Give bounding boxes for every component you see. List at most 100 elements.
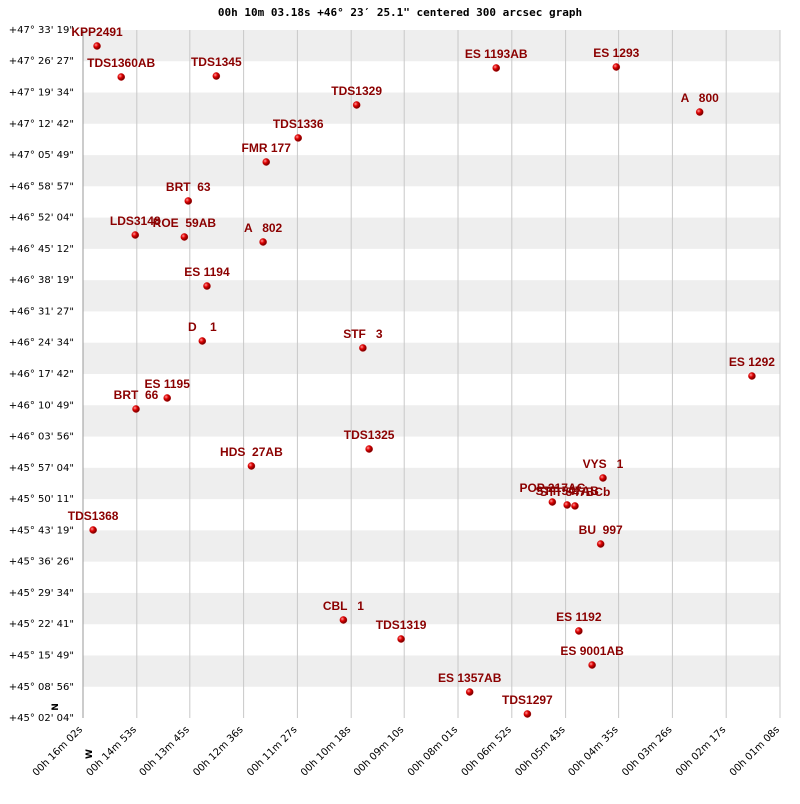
star-point bbox=[397, 635, 405, 643]
y-tick-label: +47° 19' 34" bbox=[9, 88, 74, 99]
star-label: ES 1293 bbox=[593, 46, 639, 60]
star-point bbox=[203, 282, 211, 290]
grid-band bbox=[83, 655, 780, 687]
grid-band bbox=[83, 30, 780, 62]
star-point bbox=[212, 72, 221, 80]
x-tick-label: 00h 02m 17s bbox=[674, 724, 728, 778]
y-tick-label: +47° 05' 49" bbox=[9, 150, 74, 161]
star-point bbox=[163, 394, 171, 402]
star-point bbox=[588, 661, 596, 669]
star-point bbox=[596, 540, 605, 548]
x-tick-label: 00h 10m 18s bbox=[299, 724, 353, 778]
grid-band bbox=[83, 342, 780, 374]
y-tick-label: +45° 50' 11" bbox=[9, 494, 74, 505]
star-label: A 800 bbox=[681, 91, 720, 105]
star-label: FMR 177 bbox=[242, 141, 292, 155]
y-tick-label: +45° 29' 34" bbox=[9, 588, 74, 599]
star-point bbox=[339, 616, 348, 624]
star-label: STF 3 bbox=[343, 327, 383, 341]
y-tick-label: +46° 58' 57" bbox=[9, 181, 74, 192]
star-label: ES 1357AB bbox=[438, 671, 502, 685]
star-label: TDS1297 bbox=[502, 693, 553, 707]
north-label: N bbox=[51, 703, 61, 711]
x-tick-label: 00h 03m 26s bbox=[620, 724, 674, 778]
y-tick-label: +46° 38' 19" bbox=[9, 275, 74, 286]
star-point bbox=[131, 231, 139, 239]
star-label: TDS1368 bbox=[68, 509, 119, 523]
x-tick-label: 00h 06m 52s bbox=[460, 724, 514, 778]
star-label: BRT 63 bbox=[166, 180, 211, 194]
star-label: A 802 bbox=[244, 221, 283, 235]
star-label: CBL 1 bbox=[323, 599, 364, 613]
star-label: D 1 bbox=[188, 320, 217, 334]
star-label: BRT 66 bbox=[114, 388, 159, 402]
grid-band bbox=[83, 155, 780, 187]
star-label: TDS1319 bbox=[376, 618, 427, 632]
star-label: ES 1292 bbox=[729, 355, 775, 369]
star-point bbox=[492, 64, 500, 72]
grid-band bbox=[83, 92, 780, 124]
star-label: ES 1194 bbox=[184, 265, 230, 279]
y-tick-label: +47° 33' 19" bbox=[9, 25, 74, 36]
star-label: TDS1345 bbox=[191, 55, 242, 69]
star-label: ROE 59AB bbox=[153, 216, 217, 230]
x-tick-label: 00h 01m 08s bbox=[728, 724, 782, 778]
star-point bbox=[599, 474, 607, 482]
star-point bbox=[563, 501, 571, 509]
star-point bbox=[93, 42, 101, 50]
star-point bbox=[247, 462, 256, 470]
star-point bbox=[548, 498, 557, 506]
x-tick-label: 00h 12m 36s bbox=[191, 724, 245, 778]
y-tick-label: +46° 03' 56" bbox=[9, 432, 74, 443]
star-label: ES 9001AB bbox=[560, 644, 624, 658]
star-label: BU 997 bbox=[579, 523, 623, 537]
star-point bbox=[359, 344, 367, 352]
star-label: LDS3148 bbox=[110, 214, 161, 228]
star-point bbox=[262, 158, 270, 166]
star-point bbox=[184, 197, 193, 205]
star-point bbox=[575, 627, 583, 635]
y-tick-label: +46° 52' 04" bbox=[9, 213, 74, 224]
x-tick-label: 00h 08m 01s bbox=[406, 724, 460, 778]
star-point bbox=[695, 108, 704, 116]
x-tick-label: 00h 09m 10s bbox=[352, 724, 406, 778]
x-tick-label: 00h 05m 43s bbox=[513, 724, 567, 778]
y-tick-label: +45° 02' 04" bbox=[9, 713, 74, 724]
star-point bbox=[89, 526, 97, 534]
star-label: ES 1193AB bbox=[465, 47, 528, 61]
y-tick-label: +46° 45' 12" bbox=[9, 244, 74, 255]
grid-band bbox=[83, 467, 780, 500]
star-label: VYS 1 bbox=[583, 457, 624, 471]
star-point bbox=[465, 688, 474, 696]
star-label: KPP2491 bbox=[71, 25, 123, 39]
star-point bbox=[612, 63, 621, 71]
star-point bbox=[198, 337, 207, 345]
west-label: W bbox=[85, 749, 95, 759]
grid-band bbox=[83, 280, 780, 312]
star-label: STT 547BCb bbox=[540, 485, 611, 499]
y-tick-label: +46° 10' 49" bbox=[9, 400, 74, 411]
star-point bbox=[259, 238, 267, 246]
grid-band bbox=[83, 530, 780, 562]
x-tick-label: 00h 13m 45s bbox=[138, 724, 192, 778]
y-tick-label: +45° 36' 26" bbox=[9, 557, 74, 568]
star-label: ES 1192 bbox=[556, 610, 602, 624]
y-tick-label: +46° 17' 42" bbox=[9, 369, 74, 380]
grid-band bbox=[83, 217, 780, 249]
star-label: TDS1325 bbox=[344, 428, 395, 442]
star-point bbox=[294, 134, 302, 142]
chart-title: 00h 10m 03.18s +46° 23′ 25.1" centered 3… bbox=[218, 6, 582, 19]
y-tick-label: +45° 43' 19" bbox=[9, 525, 74, 536]
star-point bbox=[523, 710, 532, 718]
x-tick-label: 00h 16m 02s bbox=[31, 724, 85, 778]
star-label: ES 1195 bbox=[145, 377, 191, 391]
y-tick-label: +45° 08' 56" bbox=[9, 682, 74, 693]
y-tick-label: +46° 31' 27" bbox=[9, 306, 74, 317]
star-label: TDS1360AB bbox=[87, 56, 155, 70]
star-point bbox=[365, 445, 373, 453]
x-tick-label: 00h 04m 35s bbox=[566, 724, 620, 778]
star-label: POP 217AC bbox=[519, 481, 585, 495]
grid-band bbox=[83, 405, 780, 437]
y-tick-label: +47° 26' 27" bbox=[9, 56, 74, 67]
star-label: TDS1336 bbox=[273, 117, 324, 131]
